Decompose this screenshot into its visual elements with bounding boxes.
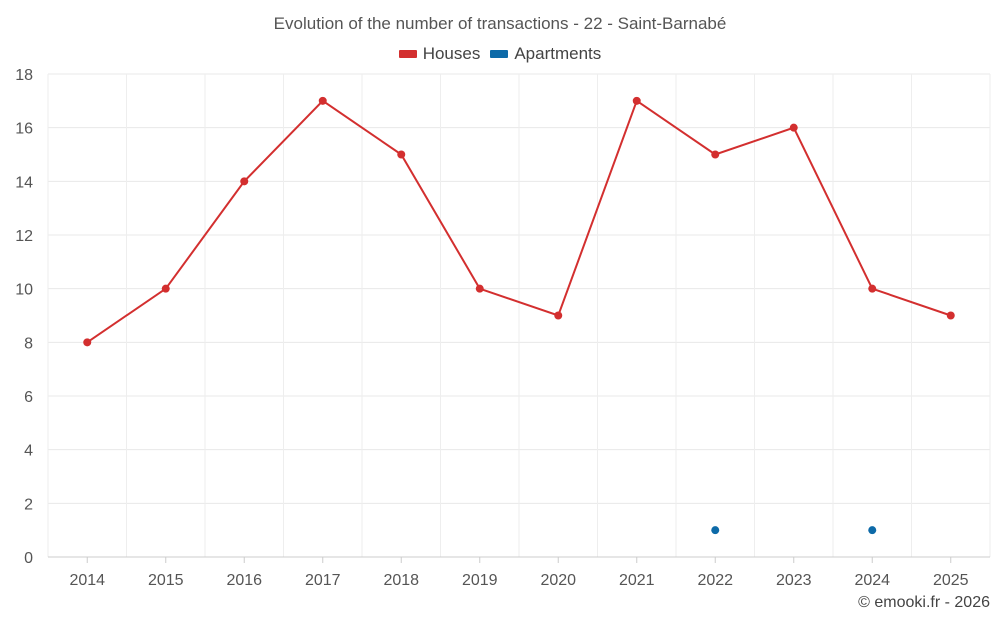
data-point-houses[interactable] (868, 284, 877, 293)
x-tick-label: 2021 (619, 572, 655, 589)
x-tick-label: 2020 (540, 572, 576, 589)
series-line-houses (86, 99, 952, 344)
data-point-houses[interactable] (475, 284, 484, 293)
data-point-houses[interactable] (554, 311, 563, 320)
legend-swatch-houses (398, 50, 417, 58)
x-tick-label: 2014 (69, 572, 105, 589)
data-point-apartments[interactable] (868, 526, 877, 535)
chart-title: Evolution of the number of transactions … (273, 14, 727, 33)
y-tick-label: 2 (24, 496, 33, 513)
data-point-houses[interactable] (318, 96, 327, 105)
y-tick-label: 0 (24, 550, 33, 567)
data-point-houses[interactable] (161, 284, 170, 293)
x-tick-label: 2015 (148, 572, 184, 589)
data-point-houses[interactable] (397, 150, 406, 159)
legend-label-apartments: Apartments (514, 44, 602, 63)
data-point-houses[interactable] (83, 338, 92, 347)
y-tick-label: 12 (15, 228, 33, 245)
y-tick-label: 6 (24, 389, 33, 406)
x-tick-label: 2024 (854, 572, 890, 589)
data-point-houses[interactable] (240, 177, 249, 186)
y-tick-label: 4 (24, 443, 33, 460)
x-tick-label: 2023 (776, 572, 812, 589)
x-tick-label: 2016 (226, 572, 262, 589)
legend-label-houses: Houses (422, 44, 481, 63)
data-point-houses[interactable] (789, 123, 798, 132)
data-point-houses[interactable] (632, 96, 641, 105)
x-tick-label: 2018 (383, 572, 419, 589)
data-point-apartments[interactable] (711, 526, 720, 535)
legend-item-apartments[interactable]: Apartments (490, 44, 601, 64)
legend-swatch-apartments (490, 50, 509, 58)
y-tick-label: 18 (15, 67, 33, 84)
legend-item-houses[interactable]: Houses (398, 44, 481, 64)
y-tick-label: 8 (24, 335, 33, 352)
credit-text: © emooki.fr - 2026 (858, 594, 990, 611)
x-tick-label: 2022 (697, 572, 733, 589)
y-tick-label: 10 (15, 282, 33, 299)
x-tick-label: 2017 (305, 572, 341, 589)
y-tick-label: 16 (15, 121, 33, 138)
y-tick-label: 14 (15, 174, 33, 191)
data-point-houses[interactable] (711, 150, 720, 159)
data-point-houses[interactable] (946, 311, 955, 320)
x-tick-label: 2025 (933, 572, 969, 589)
legend: Houses Apartments (0, 44, 1000, 64)
x-tick-label: 2019 (462, 572, 498, 589)
